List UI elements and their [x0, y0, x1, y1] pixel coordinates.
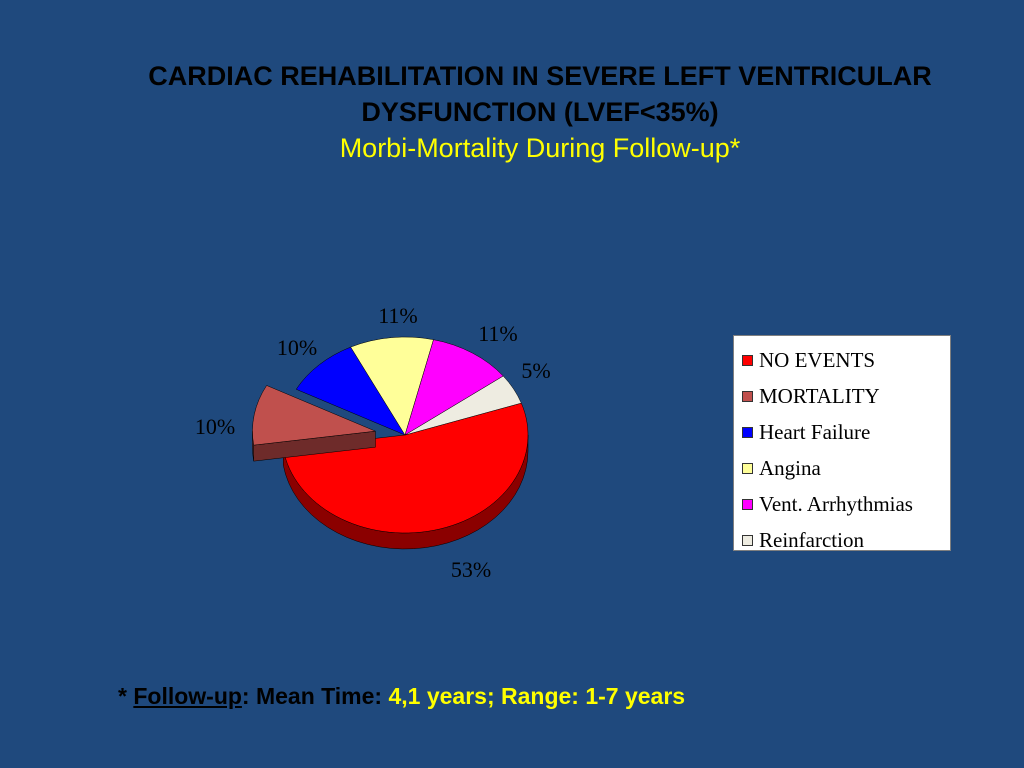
legend-swatch [742, 462, 753, 474]
legend-swatch [742, 390, 753, 402]
legend-item: Vent. Arrhythmias [742, 486, 950, 522]
slide-title-line-1: CARDIAC REHABILITATION IN SEVERE LEFT VE… [148, 61, 932, 91]
legend-label: Heart Failure [759, 419, 871, 444]
legend-swatch [742, 498, 753, 510]
legend-label: Vent. Arrhythmias [759, 491, 913, 516]
legend-label: NO EVENTS [759, 347, 876, 372]
data-label-3: 11% [378, 303, 418, 328]
data-label-5: 5% [521, 358, 550, 383]
chart-legend: NO EVENTS MORTALITY Heart Failure Angina Ven… [733, 335, 951, 552]
legend-item: Angina [742, 450, 950, 486]
pie-slice-reinfarction [404, 375, 522, 436]
footnote-values: 4,1 years; Range: 1-7 years [388, 683, 686, 709]
legend-item: MORTALITY [742, 378, 950, 414]
pie-slice-angina [350, 336, 434, 436]
pie-slice-mortality [252, 385, 377, 462]
data-label-0: 53% [451, 557, 491, 582]
legend-label: Reinfarction [759, 527, 864, 552]
legend-item: NO EVENTS [742, 342, 950, 378]
legend-item: Heart Failure [742, 414, 950, 450]
legend-label: Angina [759, 455, 821, 480]
footnote-text: : Mean Time: [241, 683, 389, 709]
data-label-2: 10% [277, 335, 317, 360]
legend-swatch [742, 354, 753, 366]
slide-title-line-2: DYSFUNCTION (LVEF<35%) [361, 97, 719, 127]
pie-slice-heart-failure [295, 346, 406, 436]
slide-title-block: CARDIAC REHABILITATION IN SEVERE LEFT VE… [120, 58, 960, 166]
footnote: * Follow-up: Mean Time: 4,1 years; Range… [118, 683, 685, 710]
legend-swatch [742, 426, 753, 438]
footnote-label: Follow-up [133, 683, 242, 709]
pie-slice-vent-arrhythmias [404, 339, 504, 436]
data-label-1: 10% [195, 414, 235, 439]
pie-slice-no-events [282, 402, 529, 550]
data-label-4: 11% [478, 321, 518, 346]
legend-swatch [742, 534, 753, 546]
legend-item: Reinfarction [742, 522, 950, 558]
footnote-asterisk: * [118, 683, 134, 709]
legend-label: MORTALITY [759, 383, 880, 408]
slide-subtitle: Morbi-Mortality During Follow-up* [339, 133, 741, 163]
